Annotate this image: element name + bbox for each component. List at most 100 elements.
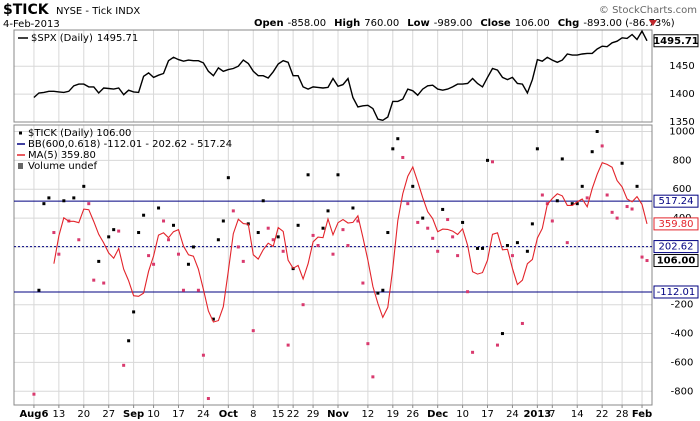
tick-dot (92, 278, 96, 282)
x-tick-label: 13 (52, 409, 65, 420)
tick-dot (495, 343, 499, 347)
value-box (653, 254, 699, 268)
tick-dot (221, 219, 225, 223)
x-tick-label: Oct (219, 409, 238, 420)
x-tick-label: 27 (102, 409, 115, 420)
tick-dot (226, 176, 230, 180)
tick-dot (371, 375, 375, 379)
tick-dot (176, 252, 180, 256)
tick-dot (466, 290, 470, 294)
tick-dot (127, 339, 131, 343)
x-tick-label: 17 (172, 409, 185, 420)
quote-label: Low (407, 18, 429, 29)
tick-dot (206, 397, 210, 401)
tick-dot (575, 202, 579, 206)
price-line (33, 29, 648, 122)
tick-dot (401, 155, 405, 159)
tick-dot (167, 238, 171, 242)
tick-dot (211, 317, 215, 321)
tick-dot (301, 303, 305, 307)
tick-dot (590, 150, 594, 154)
tick-dot (97, 259, 101, 263)
legend-value: 1495.71 (97, 33, 138, 44)
tick-dot (625, 205, 629, 209)
tick-dot (515, 241, 519, 245)
tick-dot (326, 209, 330, 213)
tick-dot (236, 245, 240, 249)
tick-dot (421, 216, 425, 220)
quote-value: 760.00 (364, 18, 399, 29)
plot-area: 1350 1400 1450 $SPX (Daily) 1495.71 1495.71 -8… (13, 29, 699, 420)
tick-dot (162, 219, 166, 223)
tick-dot (600, 144, 604, 148)
quote-value: 106.00 (515, 18, 550, 29)
tick-dot (500, 332, 504, 336)
legend-name: $SPX (Daily) (31, 33, 93, 44)
y-tick-label: 1350 (669, 117, 694, 128)
tick-dot (451, 235, 455, 239)
tick-dot (102, 281, 106, 285)
tick-dot (152, 262, 156, 266)
tick-dot (471, 350, 475, 354)
tick-dot (376, 291, 380, 295)
x-tick-label: 10 (456, 409, 469, 420)
tick-dot (281, 249, 285, 253)
tick-dot (620, 161, 624, 165)
tick-dot (117, 229, 121, 233)
tick-dot (381, 288, 385, 292)
tick-dot (361, 281, 365, 285)
last-value-box (653, 34, 699, 48)
tick-dot (266, 226, 270, 230)
tick-dot (610, 210, 614, 214)
tick-dot (346, 244, 350, 248)
tick-dot (186, 262, 190, 266)
tick-dot (441, 207, 445, 211)
tick-dot (276, 235, 280, 239)
legend-swatch (18, 163, 23, 169)
quote-label: Close (480, 18, 511, 29)
y-tick-label: 1000 (669, 126, 694, 137)
value-box-label: 517.24 (659, 196, 694, 207)
down-arrow (649, 20, 657, 26)
tick-dot (157, 206, 161, 210)
tick-dot (486, 158, 490, 162)
tick-dot (411, 184, 415, 188)
tick-dot (431, 236, 435, 240)
x-tick-label: 2013 (523, 409, 551, 420)
x-tick-label: 22 (596, 409, 609, 420)
x-tick-label: 14 (571, 409, 584, 420)
x-tick-label: 24 (506, 409, 519, 420)
y-tick-label: -200 (671, 300, 694, 311)
tick-dot (336, 173, 340, 177)
last-value-label: 1495.71 (653, 36, 699, 47)
x-tick-label: 20 (77, 409, 90, 420)
x-tick-label: Feb (632, 409, 652, 420)
tick-dot (341, 228, 345, 232)
tick-dot (77, 238, 81, 242)
tick-dot (271, 238, 275, 242)
value-box (653, 194, 699, 208)
tick-dot (137, 231, 141, 235)
value-box-label: -112.01 (657, 287, 696, 298)
tick-dot (196, 288, 200, 292)
tick-dot (142, 213, 146, 217)
tick-dot (251, 329, 255, 333)
y-tick-label: 1400 (669, 89, 694, 100)
value-box-label: 202.62 (659, 242, 694, 253)
value-box-label: 106.00 (657, 256, 696, 267)
tick-dot (426, 226, 430, 230)
tick-dot (321, 226, 325, 230)
tick-dot (570, 202, 574, 206)
tick-dot (560, 157, 564, 161)
tick-dot (510, 254, 514, 258)
exchange: NYSE - Tick INDX (56, 6, 140, 17)
legend-entry: $SPX (Daily) 1495.71 (31, 33, 138, 44)
x-tick-label: Sep (123, 409, 144, 420)
tick-dot (386, 231, 390, 235)
tick-dot (296, 223, 300, 227)
tick-dot (446, 218, 450, 222)
tick-dot (615, 216, 619, 220)
tick-dot (476, 246, 480, 250)
